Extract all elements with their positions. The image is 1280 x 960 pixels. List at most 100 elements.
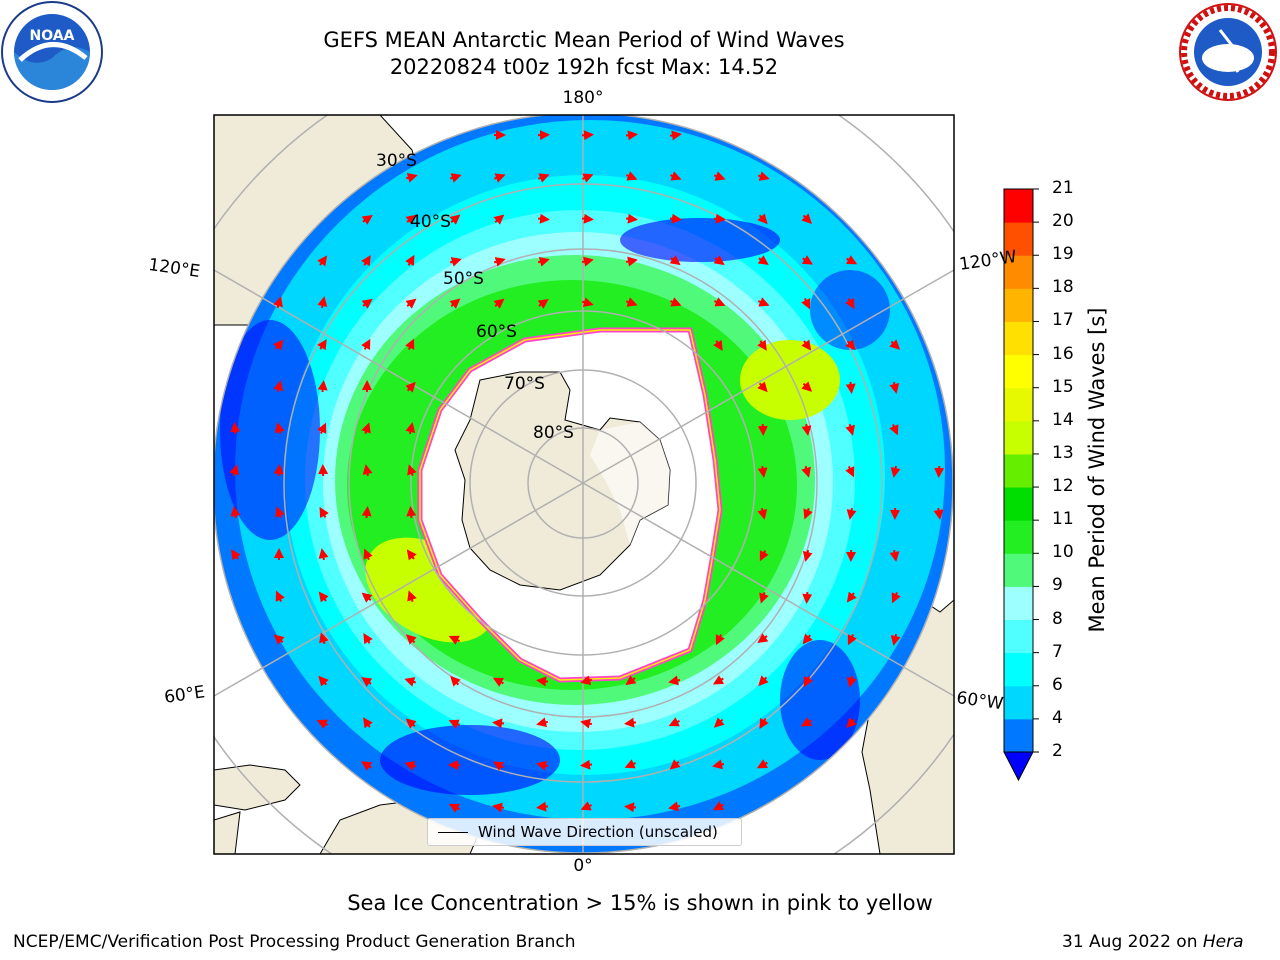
wave-direction-arrow xyxy=(230,506,241,519)
colorbar-segment xyxy=(1004,255,1033,289)
wave-direction-arrow xyxy=(273,380,284,393)
wave-direction-arrow xyxy=(275,590,285,602)
wave-direction-arrow xyxy=(405,338,415,350)
wave-direction-arrow xyxy=(450,675,461,687)
wave-direction-arrow xyxy=(319,506,329,519)
wave-direction-arrow xyxy=(847,634,857,646)
wave-direction-arrow xyxy=(405,634,417,645)
colorbar-tick-label: 4 xyxy=(1052,707,1063,728)
wave-direction-arrow xyxy=(800,717,813,727)
wave-direction-arrow xyxy=(889,549,900,562)
wave-direction-arrow xyxy=(361,677,373,687)
wave-direction-arrow xyxy=(669,255,681,266)
wave-direction-arrow xyxy=(449,173,462,183)
wave-direction-arrow xyxy=(581,173,594,183)
wave-direction-arrow xyxy=(493,298,505,309)
wave-direction-arrow xyxy=(407,590,417,603)
wave-direction-arrow xyxy=(712,801,724,811)
wave-direction-arrow xyxy=(405,718,417,729)
wave-direction-arrow xyxy=(669,171,682,181)
colorbar-frame xyxy=(1003,188,1034,753)
wave-direction-arrow xyxy=(624,802,637,813)
colorbar-tick-label: 21 xyxy=(1052,178,1074,198)
wave-direction-arrow xyxy=(404,761,417,771)
wave-direction-arrow xyxy=(757,381,768,393)
wave-direction-arrow xyxy=(759,550,769,562)
colorbar-tick-label: 19 xyxy=(1052,244,1074,265)
wave-direction-arrow xyxy=(845,297,855,310)
wave-direction-arrow xyxy=(715,634,725,646)
colorbar-tick-label: 14 xyxy=(1052,409,1074,430)
wave-direction-arrow xyxy=(669,213,682,224)
wave-direction-arrow xyxy=(757,633,769,644)
wave-direction-arrow xyxy=(581,213,594,224)
lat-label-30s: 30°S xyxy=(376,151,417,171)
wave-direction-arrow xyxy=(318,675,329,687)
wave-direction-arrow xyxy=(361,215,373,225)
wave-direction-arrow xyxy=(713,213,726,224)
wave-direction-arrow xyxy=(801,255,813,265)
colorbar-tick-label: 2 xyxy=(1052,741,1063,761)
wave-direction-arrow xyxy=(625,256,638,267)
wave-direction-arrow xyxy=(449,214,461,225)
wave-direction-arrow xyxy=(581,130,594,141)
wave-direction-arrow xyxy=(581,297,594,308)
wave-direction-arrow xyxy=(537,173,550,183)
wave-direction-arrow xyxy=(712,675,725,685)
wave-direction-arrow xyxy=(625,297,638,307)
wave-direction-arrow xyxy=(448,719,460,729)
wave-direction-arrow xyxy=(624,759,636,769)
wave-direction-arrow xyxy=(845,381,856,394)
wave-direction-arrow xyxy=(405,254,415,267)
wave-direction-arrow xyxy=(361,592,373,603)
wave-direction-arrow xyxy=(537,298,549,309)
wave-direction-arrow xyxy=(275,506,285,519)
lat-label-40s: 40°S xyxy=(410,212,451,232)
colorbar-segment xyxy=(1004,222,1033,256)
colorbar-segment xyxy=(1004,619,1033,654)
wave-direction-arrow xyxy=(580,801,592,811)
wave-direction-arrow xyxy=(361,422,371,435)
wave-direction-arrow xyxy=(318,591,329,603)
wave-direction-arrow xyxy=(713,171,726,181)
wave-direction-arrow xyxy=(449,257,462,267)
wave-direction-arrow xyxy=(890,465,901,478)
colorbar-tick-label: 13 xyxy=(1052,442,1074,463)
wave-direction-arrow xyxy=(625,130,638,141)
wave-direction-arrow xyxy=(317,422,327,434)
wave-direction-arrow xyxy=(361,761,373,771)
wave-direction-arrow xyxy=(361,506,372,519)
wave-direction-arrow xyxy=(537,256,550,267)
wave-direction-arrow xyxy=(845,339,856,351)
wave-direction-arrow xyxy=(803,507,813,520)
wave-direction-arrow xyxy=(759,717,769,730)
wave-direction-arrow xyxy=(407,464,417,477)
colorbar xyxy=(1003,188,1039,782)
wave-direction-arrow xyxy=(846,591,857,603)
wave-direction-arrow xyxy=(361,255,371,267)
wave-direction-arrow xyxy=(846,255,858,265)
wave-direction-arrow xyxy=(449,298,461,309)
wave-direction-arrow xyxy=(802,549,813,562)
wave-direction-arrow xyxy=(757,465,768,478)
noaa-logo: NOAA xyxy=(1,1,103,103)
wave-direction-arrow xyxy=(845,423,855,436)
wave-direction-arrow xyxy=(405,422,416,435)
wave-direction-arrow xyxy=(492,761,505,771)
wave-direction-arrow xyxy=(317,339,327,351)
wave-direction-arrow xyxy=(317,255,328,267)
wave-direction-arrow xyxy=(669,297,682,307)
wave-direction-arrow xyxy=(802,633,813,645)
wave-direction-arrow xyxy=(273,296,283,309)
wave-direction-arrow xyxy=(492,718,505,729)
wave-direction-arrow xyxy=(757,507,768,520)
graticule xyxy=(214,115,954,854)
wave-direction-arrow xyxy=(581,256,594,267)
colorbar-segment xyxy=(1004,685,1033,720)
colorbar-tick-label: 18 xyxy=(1052,277,1074,298)
wave-direction-arrow xyxy=(889,381,900,394)
wave-direction-arrow xyxy=(231,549,241,561)
wave-direction-arrow xyxy=(845,466,855,478)
colorbar-segment xyxy=(1004,387,1033,422)
wave-direction-arrow xyxy=(319,632,329,645)
